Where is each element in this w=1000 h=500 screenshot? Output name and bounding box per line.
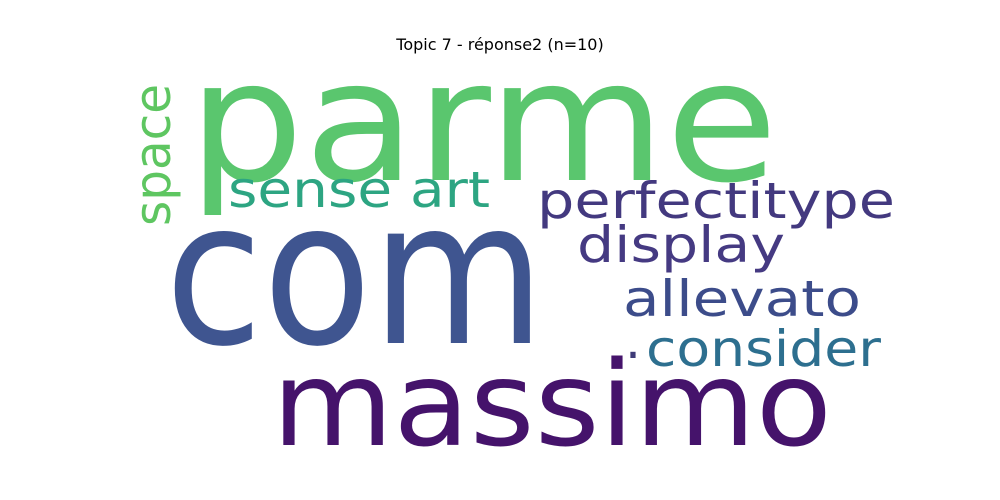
word-dot: . [625, 312, 641, 370]
word-display: display [577, 216, 785, 274]
word-allevato: allevato [623, 270, 861, 328]
figure-title: Topic 7 - réponse2 (n=10) [396, 35, 604, 54]
word-perfectitype: perfectitype [537, 172, 895, 230]
word-com: com [165, 158, 545, 391]
word-consider: consider [646, 320, 881, 378]
word-massimo: massimo [272, 335, 832, 473]
word-sense-art: sense art [228, 161, 490, 219]
word-parme: parme [188, 24, 778, 220]
word-space: space [124, 84, 182, 226]
